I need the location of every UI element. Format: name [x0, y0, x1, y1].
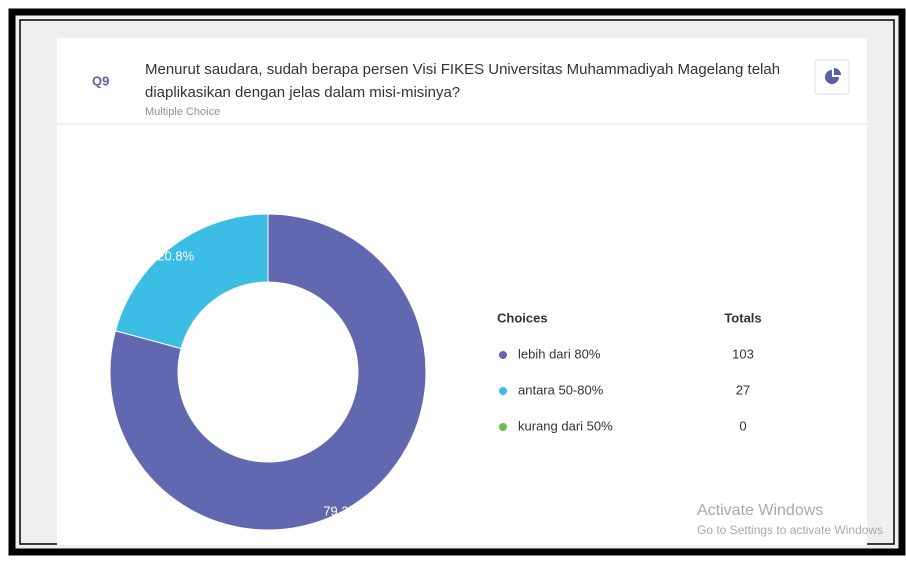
- donut-slice: [109, 213, 427, 531]
- question-kind: Multiple Choice: [145, 106, 220, 118]
- legend-dot: [499, 387, 507, 395]
- question-text: Menurut saudara, sudah berapa persen Vis…: [145, 61, 780, 78]
- donut-slice: [114, 213, 269, 350]
- legend-dot: [499, 351, 507, 359]
- legend-label: lebih dari 80%: [518, 346, 601, 361]
- legend-total: 0: [739, 418, 746, 433]
- chart-type-button[interactable]: [814, 59, 850, 95]
- watermark-subtitle: Go to Settings to activate Windows: [697, 523, 883, 537]
- legend-header: Choices: [497, 310, 548, 325]
- legend-label: antara 50-80%: [518, 382, 604, 397]
- slice-label: 20.8%: [157, 249, 194, 264]
- legend-dot: [499, 423, 507, 431]
- question-text: diaplikasikan dengan jelas dalam misi-mi…: [145, 84, 460, 101]
- legend-header: Totals: [724, 310, 761, 325]
- legend-label: kurang dari 50%: [518, 418, 613, 433]
- question-number: Q9: [92, 73, 109, 88]
- pie-icon: [834, 68, 841, 75]
- slice-label: 79.2%: [323, 503, 360, 518]
- legend-total: 27: [736, 382, 750, 397]
- pie-icon: [825, 70, 839, 84]
- legend-total: 103: [732, 346, 754, 361]
- watermark-title: Activate Windows: [697, 502, 823, 519]
